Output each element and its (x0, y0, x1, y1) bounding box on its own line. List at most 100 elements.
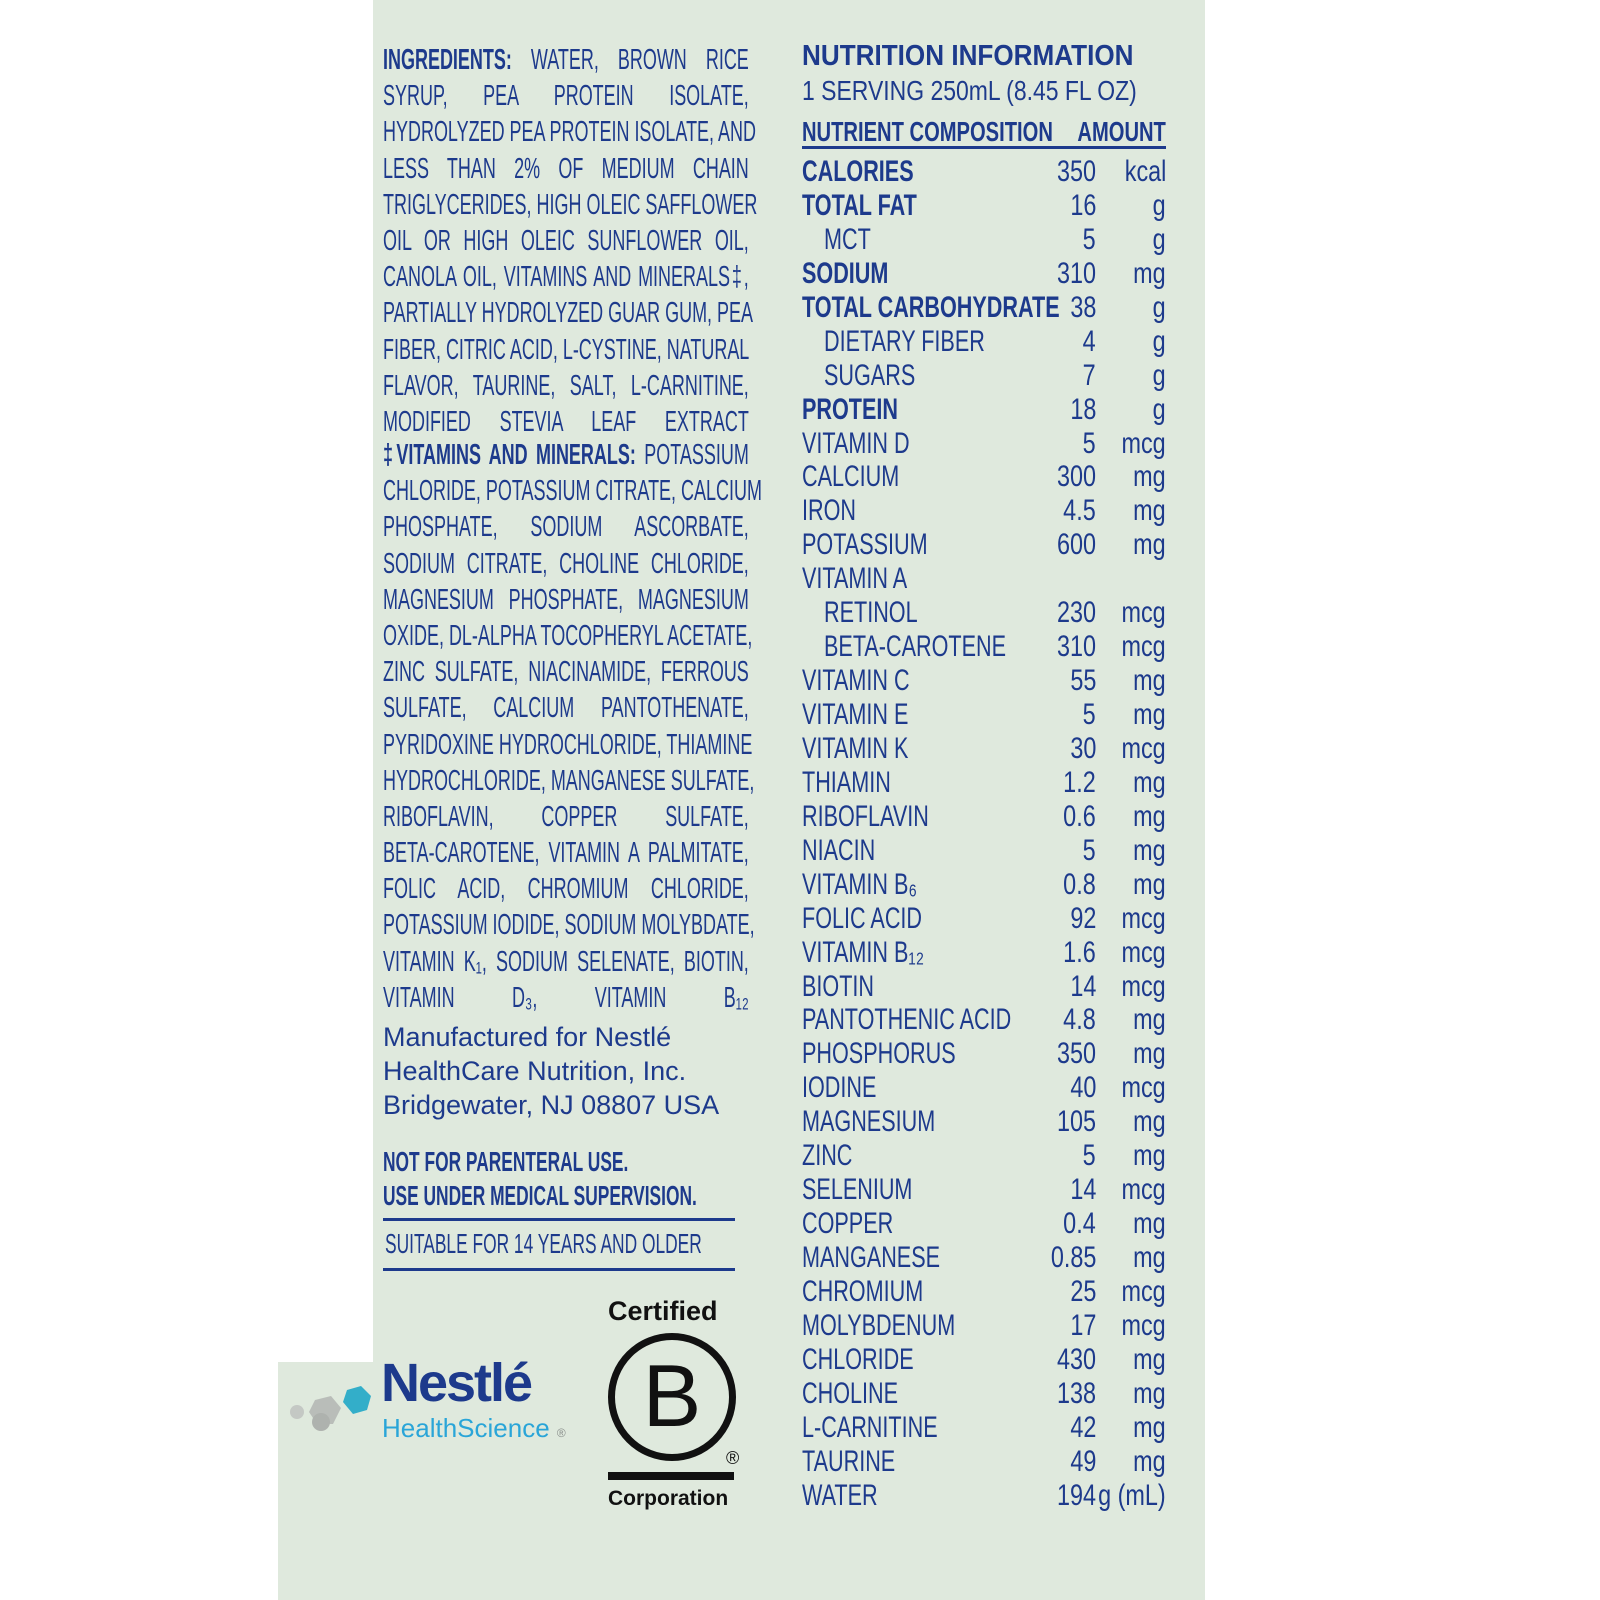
text-line: HYDROLYZED PEA PROTEIN ISOLATE, AND (383, 114, 756, 150)
text-line-content: FIBER, CITRIC ACID, L-CYSTINE, NATURAL (383, 333, 750, 366)
nutrient-row: BIOTIN 14 mcg (802, 970, 1166, 1004)
nutrient-row: IRON 4.5 mg (802, 494, 1166, 528)
nutrient-unit: mg (1133, 833, 1166, 867)
nutrient-amount: 4.5 (1063, 494, 1096, 528)
nutrient-amount: 42 (1069, 1410, 1096, 1444)
text-line-content: TRIGLYCERIDES, HIGH OLEIC SAFFLOWER (383, 188, 758, 221)
text-line: FIBER, CITRIC ACID, L-CYSTINE, NATURAL (383, 332, 749, 368)
text-line-content: SODIUM CITRATE, CHOLINE CHLORIDE, (383, 547, 749, 580)
nestle-logo: Nestlé (381, 1353, 533, 1413)
text-line: CHLORIDE, POTASSIUM CITRATE, CALCIUM (383, 473, 762, 509)
text-line: PYRIDOXINE HYDROCHLORIDE, THIAMINE (383, 727, 753, 763)
nutrient-amount: 55 (1069, 664, 1096, 698)
text-line: LESS THAN 2% OF MEDIUM CHAIN (383, 151, 749, 187)
text-line-content: OIL OR HIGH OLEIC SUNFLOWER OIL, (383, 224, 749, 257)
nutrient-unit: g (1152, 324, 1166, 358)
nutrient-amount: 5 (1082, 833, 1096, 867)
text-line: MODIFIED STEVIA LEAF EXTRACT (383, 404, 749, 440)
nutrient-amount: 194 (1056, 1478, 1096, 1512)
text-line: SYRUP, PEA PROTEIN ISOLATE, (383, 78, 749, 114)
nutrient-unit: mcg (1121, 901, 1166, 935)
nutrient-row: RETINOL 230 mcg (802, 596, 1166, 630)
text-line-content: WATER, BROWN RICE (530, 44, 749, 76)
nutrient-row: PROTEIN 18 g (802, 393, 1166, 427)
text-line: SODIUM CITRATE, CHOLINE CHLORIDE, (383, 546, 749, 582)
nutrient-unit: mg (1133, 698, 1166, 731)
text-line: CANOLA OIL, VITAMINS AND MINERALS‡, (383, 259, 749, 295)
nutrient-unit: mg (1133, 460, 1166, 494)
divider (383, 1218, 735, 1221)
label-background (373, 0, 1205, 1600)
text-line-content: BETA-CAROTENE, VITAMIN A PALMITATE, (383, 837, 749, 870)
nutrient-amount: 7 (1082, 358, 1096, 392)
column-nutrient: NUTRIENT COMPOSITION (802, 116, 1053, 147)
nutrient-row: VITAMIN A (802, 562, 1166, 596)
nutrient-name: VITAMIN E (802, 698, 909, 731)
text-line: MAGNESIUM PHOSPHATE, MAGNESIUM (383, 582, 749, 618)
nutrient-amount: 17 (1069, 1308, 1096, 1342)
nutrient-name: VITAMIN B₆ (802, 867, 918, 901)
nutrient-name: CALORIES (802, 155, 914, 188)
nutrient-name: BETA-CAROTENE (824, 630, 1007, 664)
text-line-content: FLAVOR, TAURINE, SALT, L-CARNITINE, (383, 369, 749, 402)
nutrient-amount: 14 (1069, 1173, 1096, 1207)
nutrient-unit: g (1152, 392, 1166, 426)
nutrient-row: TAURINE 49 mg (802, 1445, 1166, 1479)
nutrient-name: VITAMIN C (802, 664, 910, 698)
nutrient-amount: 92 (1069, 901, 1096, 935)
text-line: TRIGLYCERIDES, HIGH OLEIC SAFFLOWER (383, 187, 757, 223)
nutrient-row: POTASSIUM 600 mg (802, 528, 1166, 562)
nutrient-amount: 300 (1056, 460, 1096, 494)
vitamins-minerals-block: ‡VITAMINS AND MINERALS: POTASSIUM CHLORID… (383, 437, 762, 1016)
nutrient-amount: 4.8 (1063, 1003, 1096, 1037)
nutrient-unit: mg (1133, 494, 1166, 528)
nutrient-unit: mg (1133, 765, 1166, 799)
text-line-content: PYRIDOXINE HYDROCHLORIDE, THIAMINE (383, 728, 753, 761)
nutrient-row: CHLORIDE 430 mg (802, 1343, 1166, 1377)
text-line-content: VITAMIN D₃, VITAMIN B₁₂ (383, 981, 749, 1014)
nutrient-unit: mg (1133, 664, 1166, 698)
nutrient-amount: 4 (1082, 324, 1096, 358)
nutrient-row: BETA-CAROTENE 310 mcg (802, 630, 1166, 664)
nutrient-name: DIETARY FIBER (824, 324, 985, 358)
nutrient-unit: mg (1133, 1444, 1166, 1478)
text-line: VITAMIN D₃, VITAMIN B₁₂ (383, 980, 749, 1016)
nutrient-row: VITAMIN E 5 mg (802, 698, 1166, 732)
text-line-content: LESS THAN 2% OF MEDIUM CHAIN (383, 152, 749, 185)
nutrient-row: SUGARS 7 g (802, 359, 1166, 393)
nutrient-row: VITAMIN D 5 mcg (802, 427, 1166, 461)
nutrient-name: THIAMIN (802, 765, 891, 799)
nutrient-unit: mcg (1121, 969, 1166, 1003)
nutrient-amount: 5 (1082, 698, 1096, 731)
nutrient-row: VITAMIN K 30 mcg (802, 732, 1166, 766)
text-line: ZINC SULFATE, NIACINAMIDE, FERROUS (383, 654, 749, 690)
divider (383, 1268, 735, 1271)
warnings: NOT FOR PARENTERAL USE. USE UNDER MEDICA… (383, 1145, 730, 1213)
nutrient-row: TOTAL CARBOHYDRATE 38 g (802, 291, 1166, 325)
text-line-content: HYDROCHLORIDE, MANGANESE SULFATE, (383, 764, 755, 797)
nutrient-name: WATER (802, 1478, 878, 1512)
nutrient-name: CHLORIDE (802, 1342, 914, 1376)
nutrient-amount: 310 (1056, 630, 1096, 664)
nutrient-unit: mg (1133, 1376, 1166, 1410)
nutrient-amount: 5 (1082, 426, 1096, 460)
nutrient-amount: 1.6 (1063, 935, 1096, 969)
nutrient-unit: mg (1133, 256, 1166, 290)
nutrient-name: TOTAL CARBOHYDRATE (802, 290, 1060, 324)
text-line: PHOSPHATE, SODIUM ASCORBATE, (383, 509, 749, 545)
text-line-content: RIBOFLAVIN, COPPER SULFATE, (383, 800, 749, 833)
nutrient-amount: 600 (1056, 528, 1096, 562)
text-line-content: OXIDE, DL-ALPHA TOCOPHERYL ACETATE, (383, 619, 753, 652)
nutrient-unit: mcg (1121, 426, 1166, 460)
nutrient-row: NIACIN 5 mg (802, 834, 1166, 868)
text-line: INGREDIENTS: WATER, BROWN RICE (383, 42, 749, 78)
warning-parenteral: NOT FOR PARENTERAL USE. (383, 1146, 629, 1177)
nutrient-unit: mg (1133, 1003, 1166, 1037)
manufacturer-line: Manufactured for Nestlé (383, 1022, 672, 1052)
text-line: POTASSIUM IODIDE, SODIUM MOLYBDATE, (383, 907, 755, 943)
text-line: HYDROCHLORIDE, MANGANESE SULFATE, (383, 763, 754, 799)
nutrient-unit: mcg (1121, 630, 1166, 664)
nutrient-row: THIAMIN 1.2 mg (802, 766, 1166, 800)
nutrient-unit: kcal (1124, 155, 1166, 188)
nutrient-name: ZINC (802, 1139, 853, 1173)
